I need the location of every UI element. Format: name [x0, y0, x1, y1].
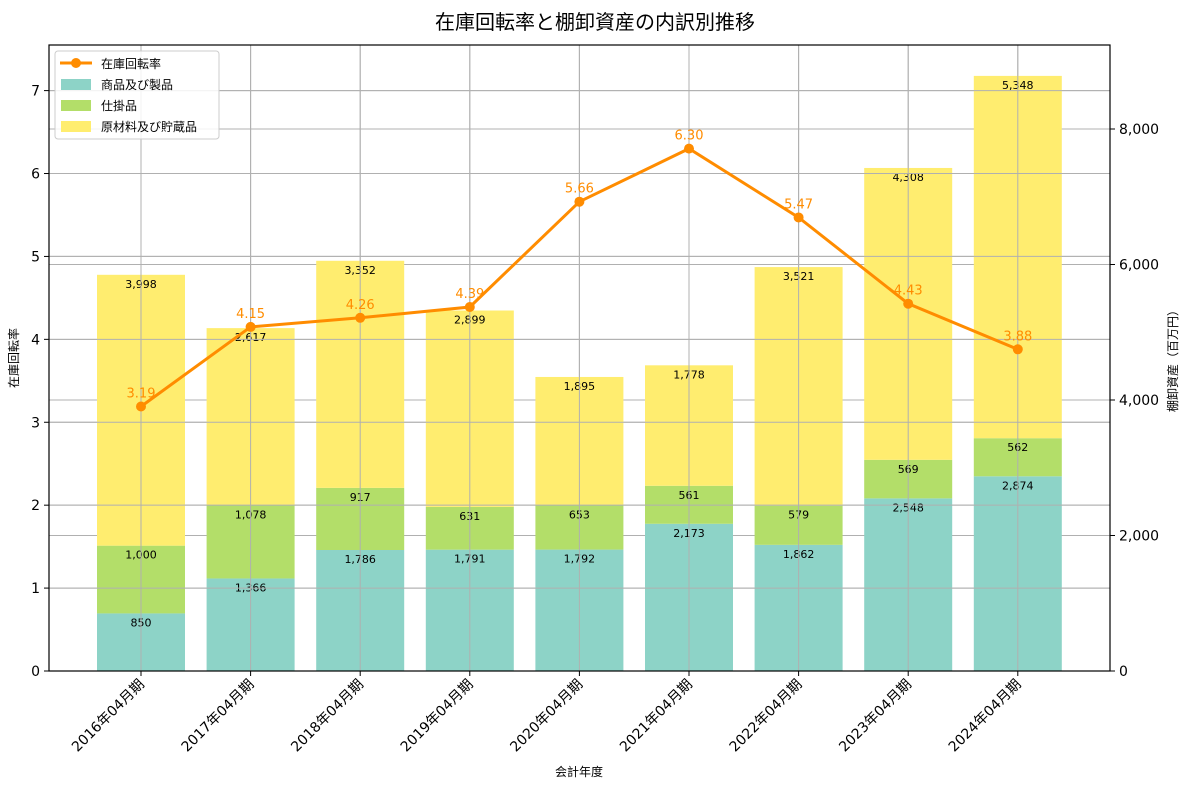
turnover-marker [574, 196, 585, 207]
right-y-axis: 0 2,000 4,000 6,000 8,000 [1110, 122, 1159, 680]
turnover-marker [903, 298, 914, 309]
x-tick-label: 2023年04月期 [836, 677, 915, 756]
turnover-value-label: 3.88 [1003, 329, 1032, 344]
y-tick-label-right: 0 [1119, 664, 1128, 680]
y-tick-label-right: 4,000 [1119, 393, 1159, 409]
x-axis-label: 会計年度 [555, 764, 603, 779]
y-tick-label-left: 0 [31, 664, 40, 680]
turnover-value-label: 4.43 [894, 284, 923, 299]
turnover-line: 3.19 4.15 4.26 4.39 5.66 6.30 5.47 4.43 3.88 [127, 129, 1032, 412]
legend-label: 在庫回転率 [101, 56, 161, 71]
y-tick-label-left: 2 [31, 498, 40, 514]
x-tick-label: 2020年04月期 [507, 677, 586, 756]
y-tick-label-left: 7 [31, 84, 40, 100]
turnover-value-label: 4.26 [346, 298, 375, 313]
legend-label: 商品及び製品 [101, 77, 173, 92]
legend-marker [71, 58, 81, 68]
legend-box [54, 50, 220, 140]
legend-label: 仕掛品 [101, 98, 137, 113]
turnover-value-label: 5.66 [565, 182, 594, 197]
legend-swatch [61, 121, 91, 132]
x-tick-label: 2018年04月期 [288, 677, 367, 756]
x-tick-label: 2017年04月期 [179, 677, 258, 756]
legend-swatch [61, 79, 91, 90]
turnover-marker [136, 401, 146, 412]
y-tick-label-right: 8,000 [1119, 122, 1159, 138]
left-y-axis: 0 1 2 3 4 5 6 7 [31, 84, 49, 680]
turnover-marker [1012, 344, 1023, 355]
bar-value-labels: 8501,0003,9981,3661,0782,6171,7869173,35… [49, 45, 1110, 672]
y-tick-label-left: 4 [31, 332, 40, 348]
y-tick-label-right: 6,000 [1119, 258, 1159, 274]
turnover-value-label: 3.19 [127, 387, 156, 402]
turnover-marker [684, 143, 694, 154]
turnover-value-label: 5.47 [784, 197, 813, 212]
chart-title: 在庫回転率と棚卸資産の内訳別推移 [435, 10, 755, 34]
x-tick-label: 2016年04月期 [69, 677, 148, 756]
y-tick-label-left: 5 [31, 249, 40, 265]
y-tick-label-left: 1 [31, 581, 40, 597]
turnover-marker [355, 312, 366, 323]
turnover-marker [464, 302, 475, 313]
x-tick-label: 2024年04月期 [946, 677, 1025, 756]
turnover-marker [245, 321, 256, 332]
x-tick-label: 2021年04月期 [617, 677, 696, 756]
legend-label: 原材料及び貯蔵品 [101, 120, 197, 134]
y-axis-label-left: 在庫回転率 [6, 328, 21, 388]
turnover-value-label: 4.39 [455, 287, 484, 302]
turnover-value-label: 4.15 [236, 307, 265, 322]
turnover-marker [793, 212, 804, 223]
y-tick-label-right: 2,000 [1119, 529, 1159, 545]
x-axis: 2016年04月期 2017年04月期 2018年04月期 2019年04月期 2020… [69, 671, 1025, 755]
turnover-value-label: 6.30 [675, 129, 704, 144]
y-tick-label-left: 3 [31, 415, 40, 431]
y-tick-label-left: 6 [31, 167, 40, 183]
x-tick-label: 2022年04月期 [727, 677, 806, 756]
legend-swatch [61, 100, 91, 111]
y-axis-label-right: 棚卸資産（百万円） [1165, 304, 1180, 412]
x-tick-label: 2019年04月期 [398, 677, 477, 756]
